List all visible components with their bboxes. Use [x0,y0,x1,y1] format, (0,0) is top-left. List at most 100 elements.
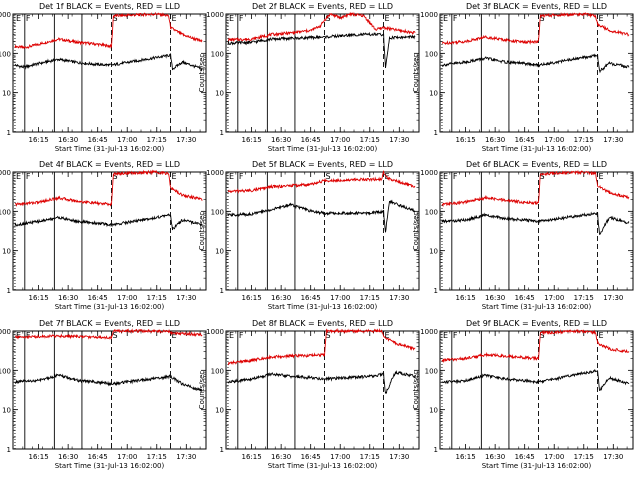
segment-label: S [539,14,544,23]
series-line-lld [441,328,630,364]
segment-label: E [599,331,604,340]
plot-frame [439,13,634,133]
x-tick-label: 17:15 [147,136,167,144]
series-line-events [14,53,203,72]
x-tick-label: 16:30 [58,453,78,461]
x-tick-label: 17:30 [603,294,623,302]
series-line-events [441,53,630,74]
y-axis-label: Counts/sec [198,212,206,251]
x-axis-label: Start Time (31-Jul-13 16:02:00) [268,303,378,311]
x-axis-label: Start Time (31-Jul-13 16:02:00) [55,462,165,470]
chart-panel-1: Det 1f BLACK = Events, RED = LLD 1 10 100 10… [0,2,207,153]
y-tick-label: 1000 [0,11,11,19]
x-tick-label: 17:30 [176,136,196,144]
y-tick-label: 10 [2,90,11,98]
y-tick-label: 1 [7,446,11,454]
y-tick-label: 10 [429,407,438,415]
series-line-lld [228,11,416,43]
segment-label: F [239,172,244,181]
segment-label: E [443,172,448,181]
segment-label: F [26,331,31,340]
series-line-lld [227,170,416,194]
series-line-lld [14,169,203,207]
chart-panel-2: Det 2f BLACK = Events, RED = LLD 1 10 100 10… [198,2,420,153]
series-line-lld [227,327,416,366]
x-tick-label: 16:45 [515,453,535,461]
segment-label: E [229,331,234,340]
x-tick-label: 16:30 [485,294,505,302]
segment-label: E [16,331,21,340]
x-axis-label: Start Time (31-Jul-13 16:02:00) [55,145,165,153]
segment-label: F [239,331,244,340]
y-tick-label: 100 [425,208,438,216]
x-tick-label: 16:15 [456,453,476,461]
x-tick-label: 17:30 [176,453,196,461]
x-tick-label: 16:45 [301,294,321,302]
y-tick-label: 1 [434,287,438,295]
y-tick-label: 100 [211,50,224,58]
y-axis-label: Counts/sec [198,54,206,93]
y-tick-label: 100 [211,208,224,216]
x-tick-label: 16:45 [515,294,535,302]
chart-panel-7: Det 7f BLACK = Events, RED = LLD 1 10 100 10… [0,319,207,470]
segment-label: E [599,14,604,23]
y-tick-label: 1000 [420,11,438,19]
x-axis-label: Start Time (31-Jul-13 16:02:00) [482,303,592,311]
y-axis-label: Counts/sec [412,371,420,410]
segment-label: S [325,172,330,181]
x-tick-label: 16:30 [58,294,78,302]
plot-frame [12,171,207,291]
series-line-lld [441,12,630,46]
x-tick-label: 17:15 [360,453,380,461]
y-tick-label: 1 [434,129,438,137]
x-tick-label: 17:00 [544,294,564,302]
y-tick-label: 10 [215,407,224,415]
chart-title: Det 5f BLACK = Events, RED = LLD [252,160,393,169]
y-tick-label: 1000 [206,169,224,177]
segment-label: S [112,14,117,23]
x-tick-label: 16:15 [242,453,262,461]
segment-label: F [26,14,31,23]
y-tick-label: 1000 [420,169,438,177]
x-tick-label: 17:30 [389,136,409,144]
x-tick-label: 17:15 [360,136,380,144]
x-tick-label: 17:30 [603,453,623,461]
x-tick-label: 17:30 [389,294,409,302]
segment-label: F [453,172,458,181]
segment-label: E [16,14,21,23]
x-tick-label: 16:30 [58,136,78,144]
x-tick-label: 17:00 [330,453,350,461]
segment-label: F [453,331,458,340]
segment-label: F [453,14,458,23]
chart-title: Det 2f BLACK = Events, RED = LLD [252,2,393,11]
segment-label: E [172,172,177,181]
series-line-events [227,31,416,69]
x-tick-label: 16:45 [301,136,321,144]
y-tick-label: 100 [0,367,11,375]
x-tick-label: 16:45 [88,453,108,461]
segment-label: E [172,14,177,23]
y-tick-label: 1000 [206,11,224,19]
y-tick-label: 10 [429,248,438,256]
chart-panel-9: Det 9f BLACK = Events, RED = LLD 1 10 100 10… [412,319,634,470]
segment-label: S [539,172,544,181]
series-line-lld [441,169,630,208]
y-tick-label: 1 [434,446,438,454]
x-tick-label: 17:30 [389,453,409,461]
segment-label: E [443,331,448,340]
y-tick-label: 1000 [0,169,11,177]
x-tick-label: 16:15 [456,136,476,144]
y-axis-label: Counts/sec [412,212,420,251]
segment-label: S [539,331,544,340]
segment-label: E [443,14,448,23]
x-tick-label: 17:15 [147,453,167,461]
y-tick-label: 10 [215,248,224,256]
x-tick-label: 17:00 [544,453,564,461]
segment-label: E [172,331,177,340]
x-tick-label: 16:30 [271,136,291,144]
x-axis-label: Start Time (31-Jul-13 16:02:00) [268,145,378,153]
x-tick-label: 16:30 [485,136,505,144]
series-line-events [227,199,416,233]
x-tick-label: 17:00 [117,453,137,461]
x-tick-label: 16:15 [29,294,49,302]
